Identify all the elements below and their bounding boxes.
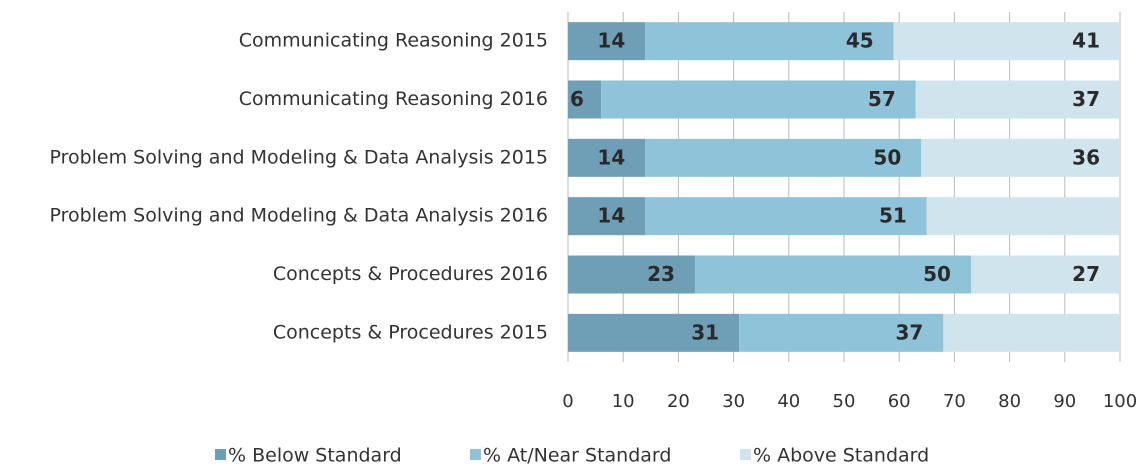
y-tick-label: Concepts & Procedures 2016 (273, 263, 548, 285)
bar-segment (943, 313, 1120, 352)
legend-label: % Above Standard (753, 445, 929, 467)
data-label: 45 (846, 29, 874, 53)
bar-segment (568, 313, 740, 352)
x-tick-label: 90 (1053, 391, 1076, 412)
legend-label: % At/Near Standard (483, 445, 671, 467)
legend-swatch (470, 449, 481, 460)
x-tick-label: 60 (888, 391, 911, 412)
data-label: 50 (873, 145, 901, 169)
y-tick-label: Problem Solving and Modeling & Data Anal… (49, 205, 548, 227)
legend-label: % Below Standard (228, 445, 402, 467)
bar-segment (970, 255, 1120, 294)
y-tick-label: Problem Solving and Modeling & Data Anal… (49, 146, 548, 168)
bar-segment (921, 138, 1120, 177)
x-tick-label: 100 (1103, 391, 1137, 412)
bar-segment (926, 197, 1120, 236)
data-label: 50 (923, 262, 951, 286)
legend-swatch (740, 449, 751, 460)
data-label: 14 (597, 29, 625, 53)
bar-segment (568, 22, 646, 61)
legend-swatch (215, 449, 226, 460)
data-label: 6 (570, 87, 584, 111)
data-label: 27 (1072, 262, 1100, 286)
y-tick-label: Communicating Reasoning 2015 (239, 30, 548, 52)
x-tick-label: 10 (612, 391, 635, 412)
bar-segment (694, 255, 971, 294)
bar-segment (645, 138, 922, 177)
y-tick-label: Concepts & Procedures 2015 (273, 321, 548, 343)
data-label: 37 (1072, 87, 1100, 111)
data-label: 41 (1072, 29, 1100, 53)
x-tick-label: 20 (667, 391, 690, 412)
bar-segment (601, 80, 916, 119)
bar-segment (568, 138, 646, 177)
data-label: 57 (868, 87, 896, 111)
x-tick-label: 0 (562, 391, 573, 412)
x-tick-label: 30 (722, 391, 745, 412)
bar-segment (568, 80, 602, 119)
bar-segment (645, 197, 927, 236)
data-label: 14 (597, 145, 625, 169)
x-tick-label: 40 (777, 391, 800, 412)
x-tick-label: 50 (833, 391, 856, 412)
bar-segment (915, 80, 1120, 119)
bar-segment (893, 22, 1120, 61)
x-tick-label: 80 (998, 391, 1021, 412)
data-label: 23 (647, 262, 675, 286)
data-label: 37 (896, 320, 924, 344)
data-label: 31 (691, 320, 719, 344)
bar-segment (568, 197, 646, 236)
y-tick-label: Communicating Reasoning 2016 (239, 88, 548, 110)
data-label: 36 (1072, 145, 1100, 169)
x-tick-label: 70 (943, 391, 966, 412)
bar-segment (739, 313, 944, 352)
bar-segment (645, 22, 894, 61)
data-label: 51 (879, 204, 907, 228)
bar-segment (568, 255, 695, 294)
data-label: 14 (597, 204, 625, 228)
